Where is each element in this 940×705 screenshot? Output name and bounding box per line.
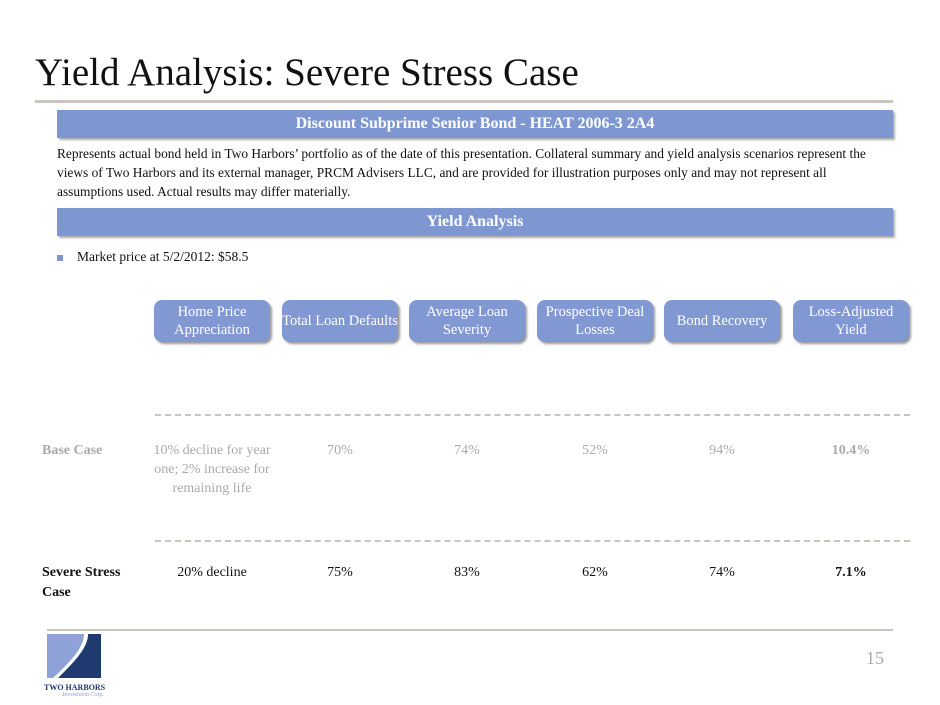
row-divider xyxy=(155,540,910,542)
description: Represents actual bond held in Two Harbo… xyxy=(57,146,866,199)
table-cell: 75% xyxy=(327,565,353,580)
table-cell: 62% xyxy=(582,565,608,580)
table-cell-yield: 10.4% xyxy=(831,443,871,458)
page-number: 15 xyxy=(866,648,884,668)
table-cell: 10% decline for year one; 2% increase fo… xyxy=(153,443,271,496)
bullet-icon xyxy=(57,254,63,261)
bond-header-bar: Discount Subprime Senior Bond - HEAT 200… xyxy=(57,110,893,138)
row-label-base-case: Base Case xyxy=(42,443,103,458)
column-header: Total Loan Defaults xyxy=(282,300,398,342)
table-cell: 70% xyxy=(327,443,353,458)
table-cell: 74% xyxy=(454,443,480,458)
table-cell: 20% decline xyxy=(177,565,247,580)
two-harbors-logo: TWO HARBORS Investment Corp. xyxy=(44,634,106,704)
table-cell: 74% xyxy=(709,565,735,580)
column-header: Prospective Deal Losses xyxy=(537,300,653,342)
column-header: Loss-Adjusted Yield xyxy=(793,300,909,342)
footer-divider xyxy=(47,629,893,631)
logo-name: TWO HARBORS xyxy=(44,683,106,692)
column-header: Bond Recovery xyxy=(664,300,780,342)
market-price-bullet: Market price at 5/2/2012: $58.5 xyxy=(57,249,248,265)
row-divider xyxy=(155,414,910,416)
logo-sub: Investment Corp. xyxy=(62,692,104,698)
table-cell: 52% xyxy=(582,443,608,458)
table-cell: 83% xyxy=(454,565,480,580)
row-label-severe-stress: Severe Stress Case xyxy=(42,565,121,600)
yield-analysis-bar: Yield Analysis xyxy=(57,208,893,236)
logo-mark-icon xyxy=(47,634,101,678)
title-divider xyxy=(35,100,893,103)
table-cell: 94% xyxy=(709,443,735,458)
page-title: Yield Analysis: Severe Stress Case xyxy=(35,51,579,94)
column-header: Average Loan Severity xyxy=(409,300,525,342)
market-price-text: Market price at 5/2/2012: $58.5 xyxy=(77,249,249,264)
column-header: Home Price Appreciation xyxy=(154,300,270,342)
table-cell-yield: 7.1% xyxy=(835,565,867,580)
